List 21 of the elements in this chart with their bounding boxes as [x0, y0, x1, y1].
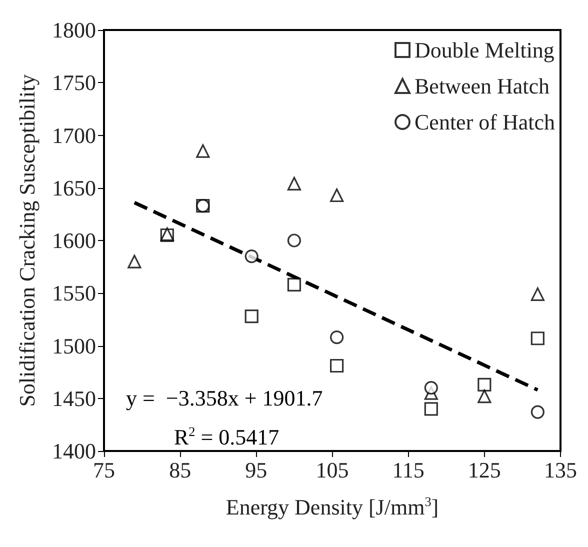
y-tick-label: 1700 [52, 122, 96, 148]
y-tick-label: 1800 [52, 18, 96, 42]
x-tick-label: 125 [468, 458, 501, 482]
x-tick-label: 95 [245, 458, 268, 482]
annotation: y = −3.358x + 1901.7 [126, 386, 323, 410]
legend-label: Between Hatch [414, 74, 550, 98]
y-tick-label: 1550 [52, 280, 96, 306]
y-tick-label: 1450 [52, 386, 96, 411]
x-tick-label: 85 [169, 458, 192, 482]
x-tick-label: 105 [316, 458, 349, 482]
legend-label: Center of Hatch [414, 110, 556, 134]
legend-label: Double Melting [414, 38, 554, 62]
y-axis-title: Solidification Cracking Susceptibility [14, 74, 40, 407]
y-tick-label: 1500 [52, 333, 96, 358]
x-tick-label: 135 [544, 458, 577, 482]
y-tick-label: 1750 [52, 70, 96, 96]
y-tick-label: 1400 [52, 438, 96, 464]
y-tick-label: 1650 [52, 175, 96, 200]
y-tick-label: 1600 [52, 228, 96, 253]
x-tick-label: 115 [392, 458, 424, 482]
x-tick-label: 75 [93, 458, 115, 482]
